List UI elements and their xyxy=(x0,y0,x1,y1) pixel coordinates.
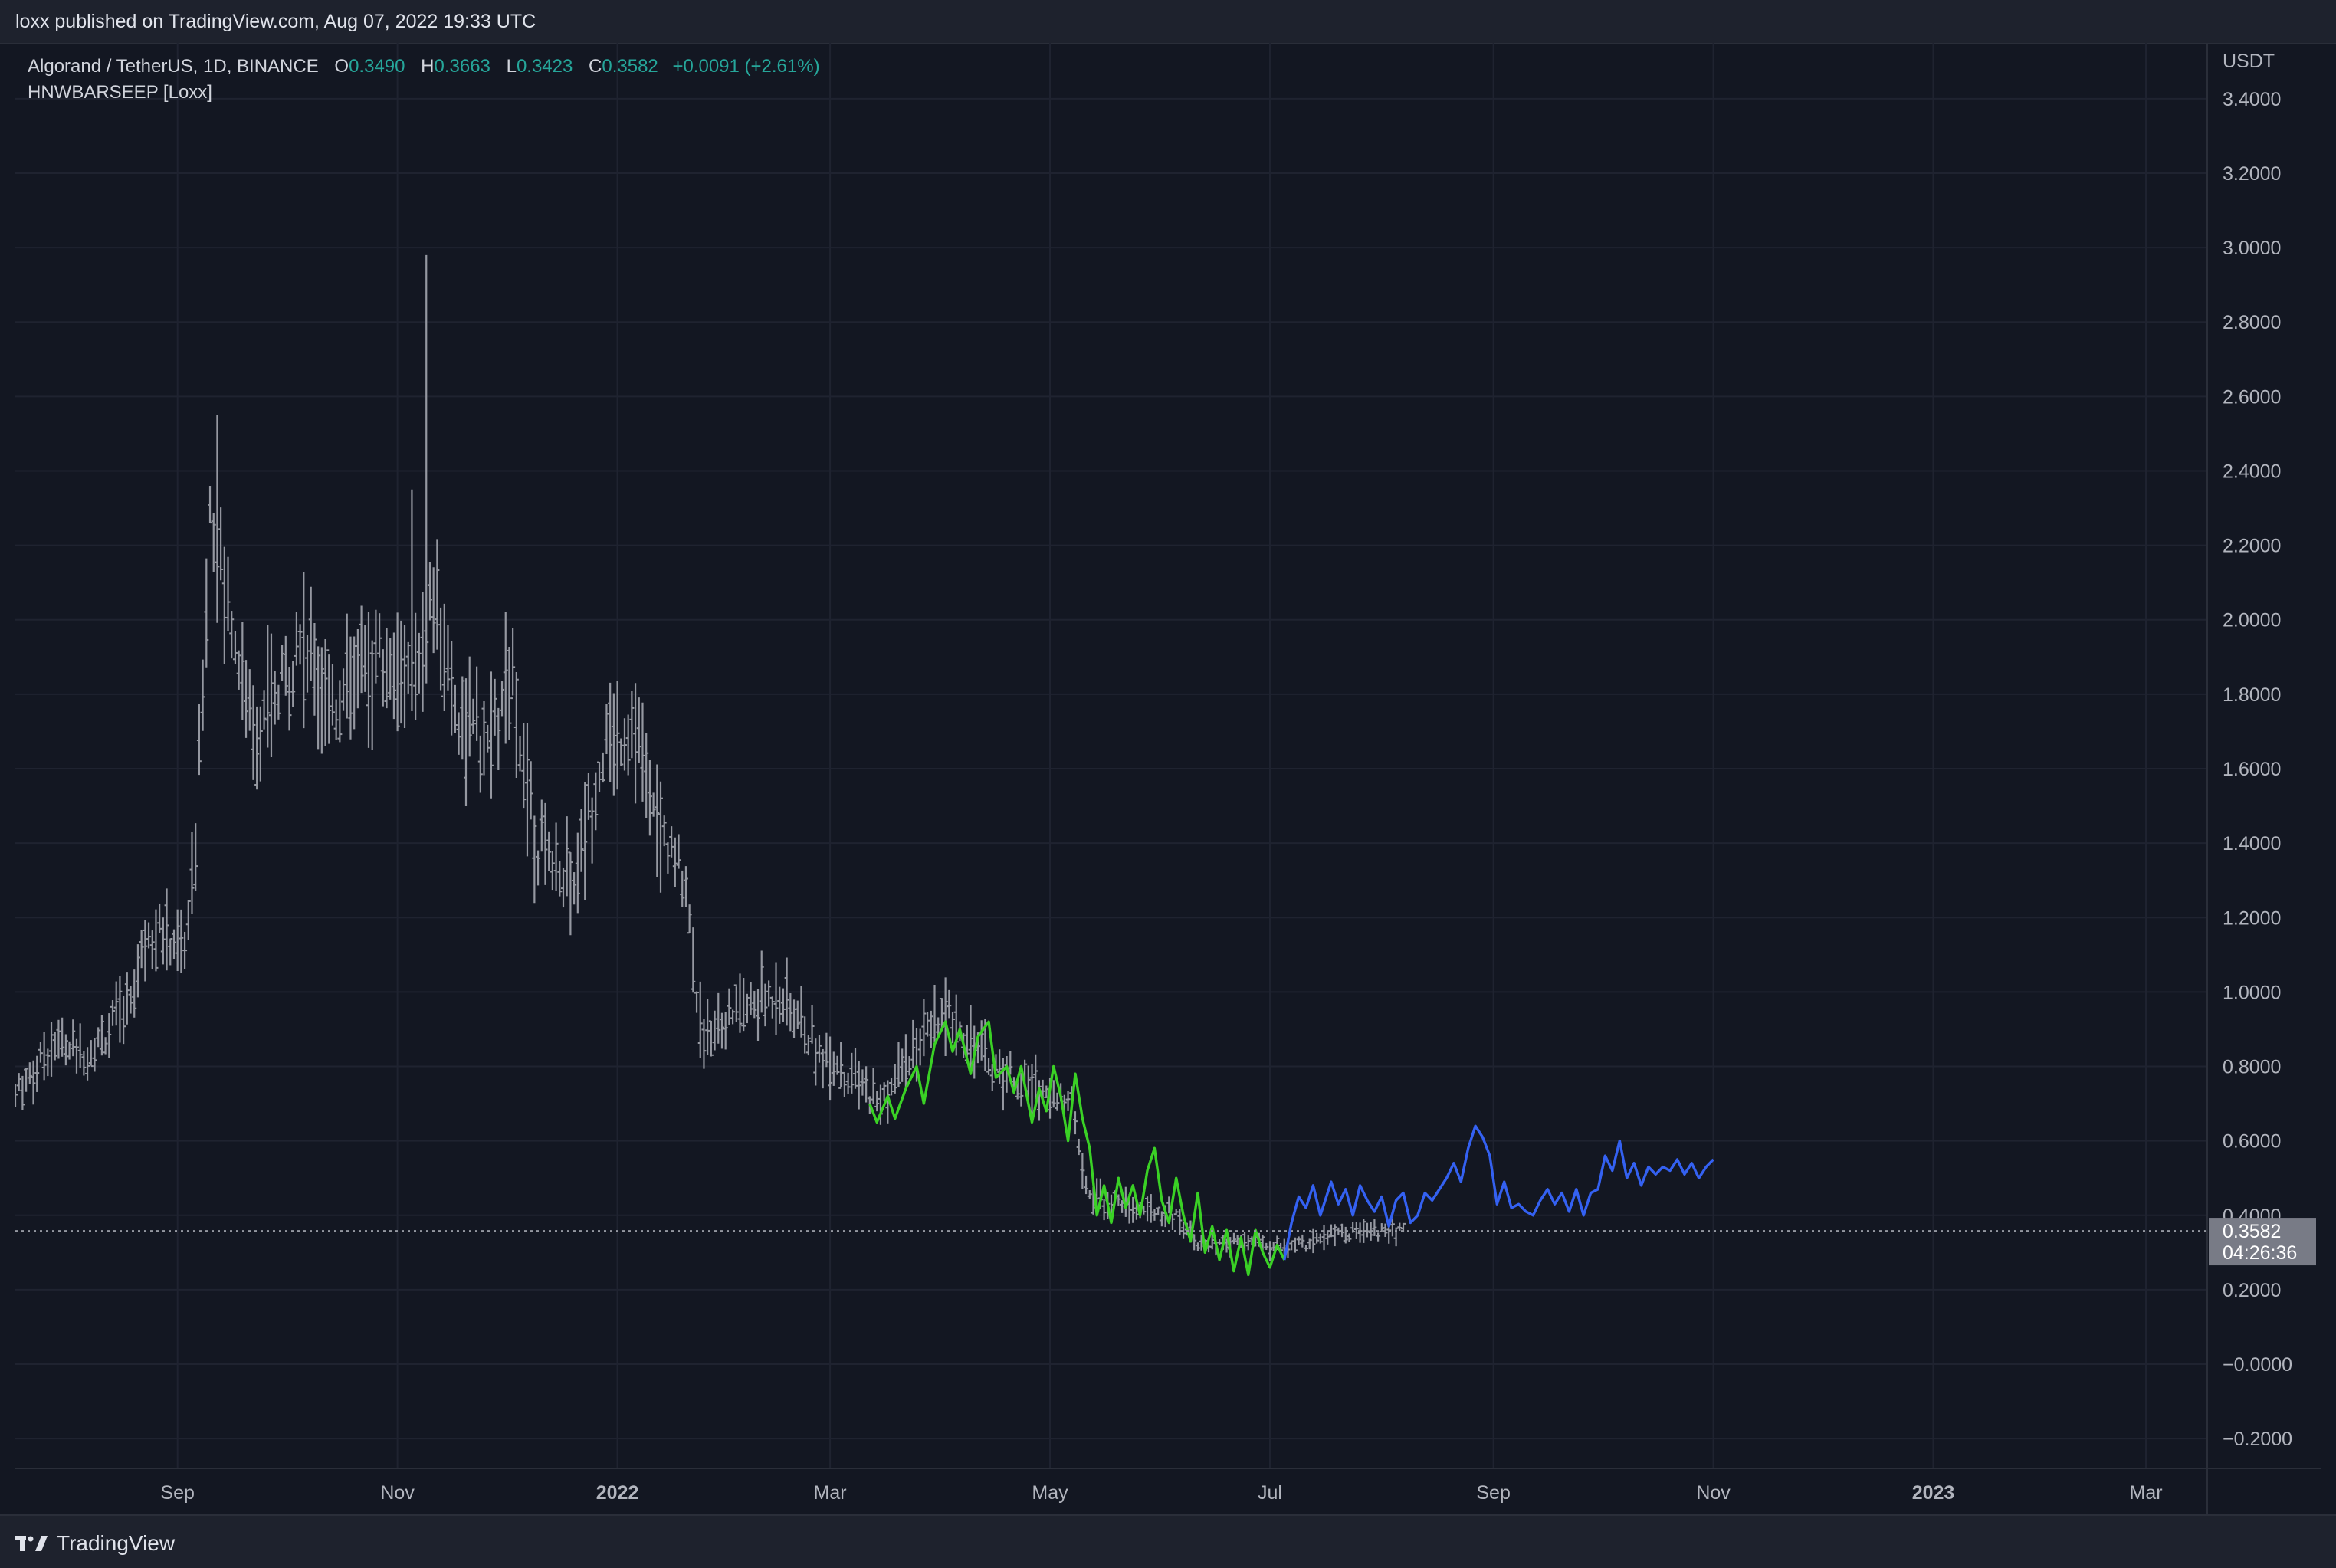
publish-header: loxx published on TradingView.com, Aug 0… xyxy=(0,0,2336,44)
high-value: 0.3663 xyxy=(434,56,490,77)
axes: 3.4000 3.2000 3.0000 2.8000 2.6000 2.4000 2.20… xyxy=(15,43,2321,1514)
indicator-label[interactable]: HNWBARSEEP [Loxx] xyxy=(28,82,212,103)
y-tick-label: 2.2000 xyxy=(2223,536,2281,557)
green-indicator-line xyxy=(868,1020,1286,1277)
y-tick-label: 1.8000 xyxy=(2223,684,2281,706)
x-tick-label: Jul xyxy=(1258,1482,1282,1504)
low-value: 0.3423 xyxy=(516,56,573,77)
low-label: L xyxy=(506,56,517,77)
footer: TradingView xyxy=(0,1514,2336,1568)
y-tick-label: 2.4000 xyxy=(2223,461,2281,482)
x-tick-label: Mar xyxy=(814,1482,847,1504)
chart-legend: Algorand / TetherUS, 1D, BINANCE O0.3490… xyxy=(28,54,820,106)
x-tick-label: Nov xyxy=(380,1482,415,1504)
tradingview-logo-icon xyxy=(15,1536,48,1551)
change-value: +0.0091 (+2.61%) xyxy=(672,56,820,77)
y-tick-label: 1.0000 xyxy=(2223,982,2281,1003)
y-tick-label: 1.6000 xyxy=(2223,759,2281,780)
y-tick-label: 2.6000 xyxy=(2223,386,2281,408)
y-tick-label: 1.4000 xyxy=(2223,833,2281,855)
last-price-value: 0.3582 xyxy=(2223,1221,2281,1242)
x-tick-label: Sep xyxy=(1476,1482,1510,1504)
x-tick-label: 2023 xyxy=(1912,1482,1955,1504)
y-tick-label: 3.2000 xyxy=(2223,163,2281,185)
price-chart[interactable]: 3.4000 3.2000 3.0000 2.8000 2.6000 2.4000 2.20… xyxy=(13,43,2321,1514)
x-tick-label: May xyxy=(1032,1482,1068,1504)
tradingview-brand[interactable]: TradingView xyxy=(15,1531,175,1556)
close-label: C xyxy=(589,56,602,77)
y-tick-label: −0.0000 xyxy=(2223,1354,2292,1376)
grid-lines xyxy=(15,43,2207,1468)
high-label: H xyxy=(421,56,435,77)
close-value: 0.3582 xyxy=(602,56,658,77)
blue-indicator-line xyxy=(1283,1124,1714,1261)
chart-area[interactable]: 3.4000 3.2000 3.0000 2.8000 2.6000 2.4000 2.20… xyxy=(13,43,2321,1514)
y-tick-label: 2.8000 xyxy=(2223,312,2281,333)
symbol-label[interactable]: Algorand / TetherUS, 1D, BINANCE xyxy=(28,56,319,77)
y-tick-label: −0.2000 xyxy=(2223,1429,2292,1450)
y-tick-label: 3.4000 xyxy=(2223,89,2281,110)
y-tick-label: 0.6000 xyxy=(2223,1131,2281,1153)
last-price-tag xyxy=(2209,1218,2316,1266)
x-tick-label: Sep xyxy=(160,1482,194,1504)
published-text: loxx published on TradingView.com, Aug 0… xyxy=(15,11,536,32)
y-tick-label: 1.2000 xyxy=(2223,907,2281,929)
currency-label: USDT xyxy=(2223,51,2275,72)
y-tick-label: 3.0000 xyxy=(2223,238,2281,259)
y-tick-label: 0.8000 xyxy=(2223,1057,2281,1078)
open-value: 0.3490 xyxy=(349,56,405,77)
x-tick-label: 2022 xyxy=(596,1482,639,1504)
x-tick-label: Nov xyxy=(1696,1482,1731,1504)
brand-name: TradingView xyxy=(57,1531,176,1555)
y-tick-label: 0.2000 xyxy=(2223,1280,2281,1301)
countdown-value: 04:26:36 xyxy=(2223,1242,2297,1264)
open-label: O xyxy=(334,56,349,77)
x-tick-label: Mar xyxy=(2130,1482,2163,1504)
price-bars xyxy=(13,254,1406,1261)
indicator-lines xyxy=(868,1020,1714,1277)
y-tick-label: 2.0000 xyxy=(2223,610,2281,631)
